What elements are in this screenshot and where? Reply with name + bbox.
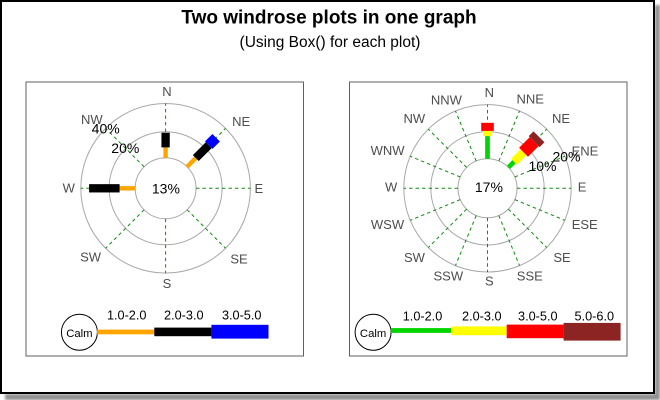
svg-text:WNW: WNW bbox=[371, 143, 406, 158]
svg-text:Calm: Calm bbox=[66, 328, 92, 340]
svg-text:N: N bbox=[485, 85, 494, 100]
svg-text:20%: 20% bbox=[552, 148, 580, 164]
svg-text:Two windrose plots in one grap: Two windrose plots in one graph bbox=[181, 8, 476, 29]
svg-text:S: S bbox=[163, 276, 172, 291]
svg-text:NNW: NNW bbox=[431, 92, 463, 107]
svg-text:WSW: WSW bbox=[371, 217, 405, 232]
svg-text:20%: 20% bbox=[111, 140, 139, 156]
svg-text:ESE: ESE bbox=[572, 217, 598, 232]
svg-text:SE: SE bbox=[553, 250, 571, 265]
svg-text:W: W bbox=[385, 180, 398, 195]
svg-text:13%: 13% bbox=[152, 180, 180, 196]
svg-text:SSE: SSE bbox=[517, 269, 543, 284]
svg-text:NW: NW bbox=[403, 111, 425, 126]
svg-text:2.0-3.0: 2.0-3.0 bbox=[462, 310, 502, 324]
svg-text:NE: NE bbox=[552, 111, 570, 126]
svg-text:1.0-2.0: 1.0-2.0 bbox=[403, 310, 443, 324]
svg-text:10%: 10% bbox=[528, 158, 556, 174]
svg-text:SE: SE bbox=[230, 252, 248, 267]
svg-text:3.0-5.0: 3.0-5.0 bbox=[518, 310, 558, 324]
svg-text:(Using Box() for each plot): (Using Box() for each plot) bbox=[240, 34, 421, 51]
svg-text:N: N bbox=[162, 84, 171, 99]
svg-text:E: E bbox=[254, 181, 263, 196]
svg-text:17%: 17% bbox=[475, 179, 503, 195]
svg-text:SW: SW bbox=[80, 249, 102, 264]
svg-text:2.0-3.0: 2.0-3.0 bbox=[164, 309, 204, 323]
svg-text:NW: NW bbox=[81, 112, 103, 127]
svg-text:5.0-6.0: 5.0-6.0 bbox=[575, 310, 615, 324]
svg-text:3.0-5.0: 3.0-5.0 bbox=[222, 309, 262, 323]
svg-text:1.0-2.0: 1.0-2.0 bbox=[107, 309, 147, 323]
svg-text:Calm: Calm bbox=[360, 328, 386, 340]
svg-text:E: E bbox=[578, 180, 587, 195]
svg-text:ENE: ENE bbox=[572, 144, 599, 159]
svg-text:S: S bbox=[485, 274, 494, 289]
svg-text:40%: 40% bbox=[92, 121, 120, 137]
svg-text:NE: NE bbox=[232, 114, 250, 129]
svg-text:W: W bbox=[63, 180, 76, 195]
svg-text:NNE: NNE bbox=[516, 92, 544, 107]
svg-text:SW: SW bbox=[404, 250, 426, 265]
svg-text:SSW: SSW bbox=[433, 269, 463, 284]
